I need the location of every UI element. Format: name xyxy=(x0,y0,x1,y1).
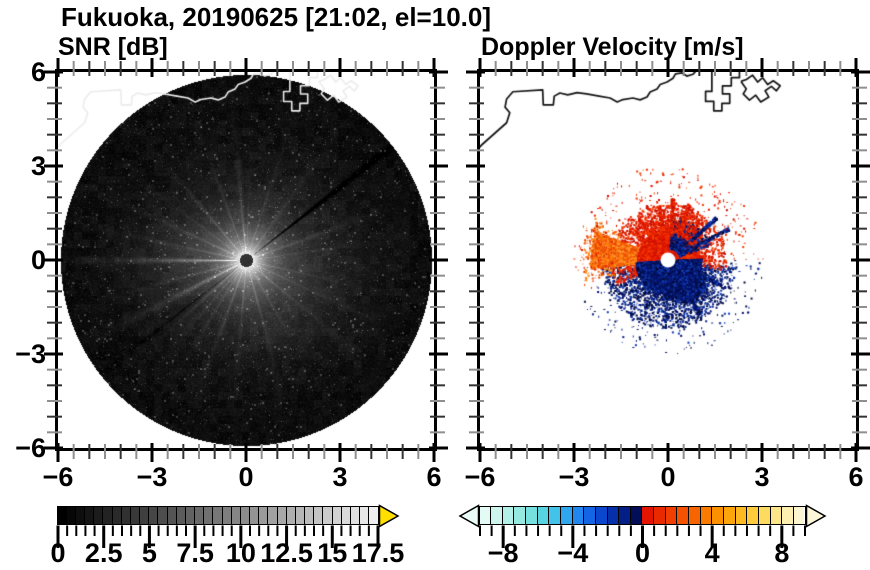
velocity-colorbar-cell xyxy=(793,506,805,524)
velocity-colorbar-cell xyxy=(758,506,771,524)
velocity-colorbar-cell xyxy=(665,506,678,524)
velocity-panel xyxy=(477,69,859,451)
velocity-colorbar-cell xyxy=(584,506,596,524)
velocity-colorbar xyxy=(478,505,806,525)
velocity-colorbar-cell xyxy=(735,506,748,524)
snr-colorbar-cell xyxy=(341,506,351,524)
velocity-colorbar-cell xyxy=(607,506,620,524)
snr-colorbar-cell xyxy=(176,506,186,524)
velocity-colorbar-cell xyxy=(700,506,713,524)
x-tick-label: 6 xyxy=(848,462,864,492)
y-tick-label: 3 xyxy=(30,151,46,181)
snr-colorbar-cell xyxy=(167,506,177,524)
velocity-colorbar-cell xyxy=(595,506,608,524)
velocity-colorbar-tick-label: −4 xyxy=(557,538,589,568)
snr-colorbar-cell xyxy=(231,506,241,524)
velocity-colorbar-cell xyxy=(479,506,492,524)
snr-colorbar-cell xyxy=(323,506,333,524)
snr-colorbar-cell xyxy=(130,506,141,524)
snr-panel xyxy=(55,69,437,451)
velocity-colorbar-cell xyxy=(770,506,783,524)
velocity-colorbar-cell xyxy=(677,506,690,524)
snr-colorbar-cell xyxy=(121,506,131,524)
velocity-field-canvas xyxy=(480,72,856,448)
snr-colorbar-cell xyxy=(57,506,67,524)
snr-colorbar-tick-label: 0 xyxy=(50,538,66,568)
velocity-colorbar-tick-label: 4 xyxy=(704,538,720,568)
y-tick-label: −3 xyxy=(15,339,46,369)
velocity-colorbar-cell xyxy=(514,506,527,524)
velocity-colorbar-cell xyxy=(782,506,794,524)
velocity-colorbar-cell xyxy=(549,506,561,524)
snr-colorbar-cell xyxy=(250,506,260,524)
velocity-colorbar-over-arrow xyxy=(805,504,827,528)
snr-colorbar-cell xyxy=(103,506,113,524)
velocity-colorbar-cell xyxy=(526,506,538,524)
snr-colorbar xyxy=(56,505,379,525)
snr-colorbar-cell xyxy=(140,506,150,524)
snr-colorbar-cell xyxy=(112,506,122,524)
x-tick-label: −6 xyxy=(42,462,74,492)
velocity-colorbar-cell xyxy=(654,506,666,524)
snr-colorbar-cell xyxy=(222,506,232,524)
x-tick-label: 0 xyxy=(660,462,676,492)
snr-colorbar-cell xyxy=(149,506,159,524)
snr-colorbar-cell xyxy=(295,506,306,524)
velocity-colorbar-cell xyxy=(572,506,585,524)
figure-title: Fukuoka, 20190625 [21:02, el=10.0] xyxy=(61,2,491,32)
snr-colorbar-cell xyxy=(240,506,251,524)
velocity-colorbar-cell xyxy=(642,506,655,524)
velocity-colorbar-cell xyxy=(747,506,759,524)
snr-field-canvas xyxy=(58,72,434,448)
velocity-colorbar-tick-label: 0 xyxy=(634,538,651,568)
snr-colorbar-cell xyxy=(158,506,168,524)
snr-colorbar-tick-label: 17.5 xyxy=(351,538,405,568)
velocity-colorbar-tick-label: 8 xyxy=(774,538,790,568)
snr-colorbar-over-arrow xyxy=(378,504,400,528)
y-tick-label: −6 xyxy=(15,433,46,463)
snr-colorbar-cell xyxy=(213,506,223,524)
x-tick-label: −3 xyxy=(558,462,590,492)
velocity-colorbar-cell xyxy=(723,506,736,524)
snr-colorbar-cell xyxy=(332,506,342,524)
snr-colorbar-cell xyxy=(268,506,278,524)
snr-colorbar-cell xyxy=(305,506,315,524)
velocity-colorbar-cell xyxy=(630,506,643,524)
velocity-colorbar-tick-label: −8 xyxy=(487,538,519,568)
snr-colorbar-cell xyxy=(277,506,287,524)
x-tick-label: −3 xyxy=(136,462,168,492)
velocity-colorbar-cell xyxy=(537,506,550,524)
velocity-colorbar-cell xyxy=(491,506,503,524)
snr-colorbar-cell xyxy=(85,506,95,524)
snr-colorbar-cell xyxy=(66,506,76,524)
snr-colorbar-cell xyxy=(360,506,370,524)
snr-colorbar-cell xyxy=(195,506,205,524)
x-tick-label: 3 xyxy=(332,462,348,492)
velocity-colorbar-under-arrow xyxy=(458,504,480,528)
x-tick-label: 0 xyxy=(238,462,254,492)
snr-colorbar-cell xyxy=(204,506,214,524)
x-tick-label: −6 xyxy=(464,462,496,492)
snr-colorbar-cell xyxy=(314,506,324,524)
snr-colorbar-cell xyxy=(369,506,378,524)
y-tick-label: 0 xyxy=(30,245,46,275)
snr-panel-title: SNR [dB] xyxy=(58,33,168,61)
snr-colorbar-cell xyxy=(286,506,296,524)
velocity-colorbar-cell xyxy=(712,506,724,524)
snr-colorbar-cell xyxy=(351,506,361,524)
velocity-colorbar-cell xyxy=(689,506,701,524)
snr-colorbar-cell xyxy=(94,506,104,524)
snr-colorbar-tick-label: 5 xyxy=(141,538,157,568)
x-tick-label: 3 xyxy=(754,462,770,492)
y-tick-label: 6 xyxy=(30,57,46,87)
velocity-colorbar-cell xyxy=(619,506,631,524)
snr-colorbar-cell xyxy=(75,506,86,524)
velocity-colorbar-cell xyxy=(560,506,573,524)
velocity-panel-title: Doppler Velocity [m/s] xyxy=(481,33,744,61)
snr-colorbar-cell xyxy=(185,506,196,524)
x-tick-label: 6 xyxy=(426,462,442,492)
velocity-colorbar-cell xyxy=(502,506,515,524)
snr-colorbar-cell xyxy=(259,506,269,524)
